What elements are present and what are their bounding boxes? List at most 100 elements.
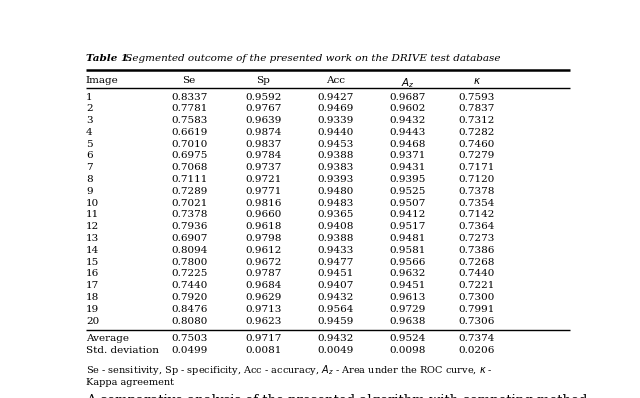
Text: 0.9639: 0.9639: [245, 116, 282, 125]
Text: 0.9874: 0.9874: [245, 128, 282, 137]
Text: 0.9771: 0.9771: [245, 187, 282, 196]
Text: 0.9524: 0.9524: [389, 334, 426, 343]
Text: 0.6975: 0.6975: [171, 152, 207, 160]
Text: 14: 14: [86, 246, 99, 255]
Text: 0.7300: 0.7300: [459, 293, 495, 302]
Text: 0.7378: 0.7378: [459, 187, 495, 196]
Text: 0.9443: 0.9443: [389, 128, 426, 137]
Text: 0.9483: 0.9483: [317, 199, 354, 208]
Text: 0.9632: 0.9632: [389, 269, 426, 279]
Text: 0.7386: 0.7386: [459, 246, 495, 255]
Text: 0.9480: 0.9480: [317, 187, 354, 196]
Text: 0.9798: 0.9798: [245, 234, 282, 243]
Text: 0.7583: 0.7583: [171, 116, 207, 125]
Text: 13: 13: [86, 234, 99, 243]
Text: 0.9459: 0.9459: [317, 317, 354, 326]
Text: 0.6619: 0.6619: [171, 128, 207, 137]
Text: 0.9432: 0.9432: [317, 293, 354, 302]
Text: 9: 9: [86, 187, 93, 196]
Text: 20: 20: [86, 317, 99, 326]
Text: $A_z$: $A_z$: [401, 76, 414, 90]
Text: 0.8080: 0.8080: [171, 317, 207, 326]
Text: 0.0049: 0.0049: [317, 346, 354, 355]
Text: 0.9837: 0.9837: [245, 140, 282, 149]
Text: 0.9507: 0.9507: [389, 199, 426, 208]
Text: 0.9408: 0.9408: [317, 222, 354, 231]
Text: 0.7920: 0.7920: [171, 293, 207, 302]
Text: 0.7289: 0.7289: [171, 187, 207, 196]
Text: 0.9729: 0.9729: [389, 305, 426, 314]
Text: 0.7440: 0.7440: [459, 269, 495, 279]
Text: 0.9629: 0.9629: [245, 293, 282, 302]
Text: 0.8337: 0.8337: [171, 92, 207, 101]
Text: 0.7273: 0.7273: [459, 234, 495, 243]
Text: 0.9395: 0.9395: [389, 175, 426, 184]
Text: 0.7068: 0.7068: [171, 163, 207, 172]
Text: 0.9737: 0.9737: [245, 163, 282, 172]
Text: Acc: Acc: [326, 76, 345, 85]
Text: Sp: Sp: [257, 76, 271, 85]
Text: 0.9388: 0.9388: [317, 234, 354, 243]
Text: 0.7010: 0.7010: [171, 140, 207, 149]
Text: 0.7354: 0.7354: [459, 199, 495, 208]
Text: $\kappa$: $\kappa$: [473, 76, 481, 86]
Text: 0.9451: 0.9451: [317, 269, 354, 279]
Text: 12: 12: [86, 222, 99, 231]
Text: 0.9816: 0.9816: [245, 199, 282, 208]
Text: 0.9672: 0.9672: [245, 258, 282, 267]
Text: 0.7021: 0.7021: [171, 199, 207, 208]
Text: 0.9684: 0.9684: [245, 281, 282, 290]
Text: 0.9784: 0.9784: [245, 152, 282, 160]
Text: 0.9713: 0.9713: [245, 305, 282, 314]
Text: 6: 6: [86, 152, 93, 160]
Text: Table 1.: Table 1.: [86, 54, 132, 63]
Text: 0.8094: 0.8094: [171, 246, 207, 255]
Text: 0.0081: 0.0081: [245, 346, 282, 355]
Text: 0.9566: 0.9566: [389, 258, 426, 267]
Text: 0.9477: 0.9477: [317, 258, 354, 267]
Text: 0.9525: 0.9525: [389, 187, 426, 196]
Text: 0.9383: 0.9383: [317, 163, 354, 172]
Text: 0.7225: 0.7225: [171, 269, 207, 279]
Text: 0.9581: 0.9581: [389, 246, 426, 255]
Text: 0.7593: 0.7593: [459, 92, 495, 101]
Text: 0.9451: 0.9451: [389, 281, 426, 290]
Text: 15: 15: [86, 258, 99, 267]
Text: 0.7120: 0.7120: [459, 175, 495, 184]
Text: 0.7312: 0.7312: [459, 116, 495, 125]
Text: 0.7800: 0.7800: [171, 258, 207, 267]
Text: 0.9717: 0.9717: [245, 334, 282, 343]
Text: 0.9623: 0.9623: [245, 317, 282, 326]
Text: A comparative analysis of the presented algorithm with competing method: A comparative analysis of the presented …: [86, 394, 588, 398]
Text: 0.9469: 0.9469: [317, 104, 354, 113]
Text: 0.9660: 0.9660: [245, 211, 282, 219]
Text: 19: 19: [86, 305, 99, 314]
Text: 0.7221: 0.7221: [459, 281, 495, 290]
Text: 0.9433: 0.9433: [317, 246, 354, 255]
Text: 0.7268: 0.7268: [459, 258, 495, 267]
Text: 0.9432: 0.9432: [317, 334, 354, 343]
Text: 0.9339: 0.9339: [317, 116, 354, 125]
Text: 1: 1: [86, 92, 93, 101]
Text: 0.9393: 0.9393: [317, 175, 354, 184]
Text: 0.9388: 0.9388: [317, 152, 354, 160]
Text: 0.9371: 0.9371: [389, 152, 426, 160]
Text: 0.9721: 0.9721: [245, 175, 282, 184]
Text: 2: 2: [86, 104, 93, 113]
Text: 0.8476: 0.8476: [171, 305, 207, 314]
Text: 0.7111: 0.7111: [171, 175, 207, 184]
Text: 4: 4: [86, 128, 93, 137]
Text: 0.7503: 0.7503: [171, 334, 207, 343]
Text: 0.9613: 0.9613: [389, 293, 426, 302]
Text: 0.0206: 0.0206: [459, 346, 495, 355]
Text: 18: 18: [86, 293, 99, 302]
Text: 0.9618: 0.9618: [245, 222, 282, 231]
Text: Image: Image: [86, 76, 118, 85]
Text: 0.9638: 0.9638: [389, 317, 426, 326]
Text: 0.7837: 0.7837: [459, 104, 495, 113]
Text: 0.9564: 0.9564: [317, 305, 354, 314]
Text: 0.9787: 0.9787: [245, 269, 282, 279]
Text: 0.9427: 0.9427: [317, 92, 354, 101]
Text: 0.7936: 0.7936: [171, 222, 207, 231]
Text: 5: 5: [86, 140, 93, 149]
